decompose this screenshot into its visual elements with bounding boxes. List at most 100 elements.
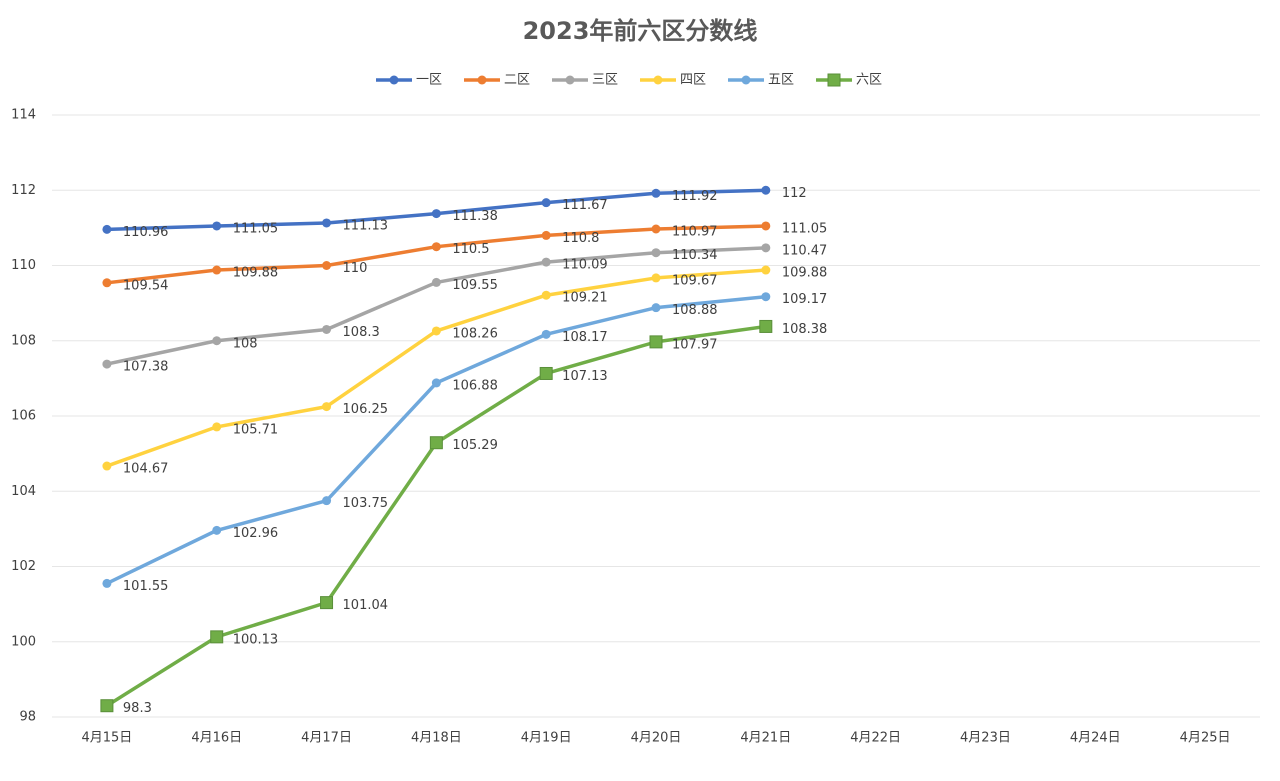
data-point bbox=[541, 198, 551, 208]
x-tick-label: 4月22日 bbox=[850, 731, 901, 746]
data-label: 110 bbox=[343, 261, 368, 276]
x-tick-label: 4月21日 bbox=[740, 731, 791, 746]
y-tick-label: 112 bbox=[11, 183, 36, 198]
y-tick-label: 106 bbox=[11, 409, 36, 424]
x-tick-label: 4月25日 bbox=[1180, 731, 1231, 746]
data-label: 112 bbox=[782, 186, 807, 201]
data-label: 107.38 bbox=[123, 360, 169, 375]
data-point bbox=[761, 265, 771, 275]
data-label: 108.26 bbox=[452, 326, 498, 341]
x-tick-label: 4月18日 bbox=[411, 731, 462, 746]
y-tick-label: 100 bbox=[11, 634, 36, 649]
data-point bbox=[102, 359, 112, 369]
data-point bbox=[653, 75, 663, 85]
data-label: 108.38 bbox=[782, 322, 828, 337]
data-point bbox=[651, 224, 661, 234]
data-label: 110.97 bbox=[672, 225, 718, 240]
y-tick-label: 114 bbox=[11, 108, 36, 123]
data-point bbox=[102, 278, 112, 288]
data-label: 111.92 bbox=[672, 189, 718, 204]
legend-label: 四区 bbox=[680, 73, 706, 88]
data-label: 111.67 bbox=[562, 198, 608, 213]
data-point bbox=[212, 221, 222, 231]
data-label: 111.05 bbox=[233, 221, 279, 236]
data-point bbox=[431, 277, 441, 287]
data-label: 111.05 bbox=[782, 221, 828, 236]
data-point bbox=[651, 188, 661, 198]
x-tick-label: 4月17日 bbox=[301, 731, 352, 746]
data-point bbox=[541, 290, 551, 300]
data-label: 102.96 bbox=[233, 526, 279, 541]
data-point bbox=[210, 630, 224, 644]
chart-title: 2023年前六区分数线 bbox=[523, 17, 758, 45]
data-label: 98.3 bbox=[123, 701, 152, 716]
x-tick-label: 4月19日 bbox=[521, 731, 572, 746]
data-point bbox=[651, 273, 661, 283]
y-tick-label: 104 bbox=[11, 484, 36, 499]
x-tick-label: 4月23日 bbox=[960, 731, 1011, 746]
legend-label: 一区 bbox=[416, 73, 442, 88]
data-label: 100.13 bbox=[233, 632, 279, 647]
data-label: 107.13 bbox=[562, 369, 608, 384]
legend-label: 三区 bbox=[592, 73, 618, 88]
data-point bbox=[431, 209, 441, 219]
data-point bbox=[212, 336, 222, 346]
data-label: 106.25 bbox=[343, 402, 389, 417]
data-label: 101.55 bbox=[123, 579, 169, 594]
data-point bbox=[429, 436, 443, 450]
data-point bbox=[541, 329, 551, 339]
data-label: 109.88 bbox=[233, 266, 279, 281]
data-point bbox=[322, 496, 332, 506]
data-label: 110.8 bbox=[562, 231, 599, 246]
data-point bbox=[649, 335, 663, 349]
data-point bbox=[322, 261, 332, 270]
data-point bbox=[102, 461, 112, 471]
x-tick-label: 4月20日 bbox=[631, 731, 682, 746]
data-label: 111.38 bbox=[452, 209, 498, 224]
data-point bbox=[827, 73, 841, 87]
data-label: 108.3 bbox=[343, 325, 380, 340]
data-point bbox=[322, 324, 332, 334]
data-point bbox=[541, 257, 551, 267]
data-point bbox=[565, 75, 575, 85]
data-point bbox=[431, 326, 441, 336]
data-label: 109.55 bbox=[452, 278, 498, 293]
data-label: 110.09 bbox=[562, 258, 608, 273]
data-point bbox=[477, 75, 487, 85]
x-tick-label: 4月24日 bbox=[1070, 731, 1121, 746]
x-tick-label: 4月15日 bbox=[81, 731, 132, 746]
data-label: 107.97 bbox=[672, 337, 718, 352]
data-label: 105.71 bbox=[233, 422, 279, 437]
data-point bbox=[212, 422, 222, 432]
data-label: 108.17 bbox=[562, 330, 608, 345]
y-tick-label: 98 bbox=[19, 710, 36, 725]
data-label: 111.13 bbox=[343, 218, 389, 233]
data-label: 108.88 bbox=[672, 303, 718, 318]
data-point bbox=[761, 185, 771, 195]
legend-label: 二区 bbox=[504, 73, 530, 88]
data-label: 109.21 bbox=[562, 291, 608, 306]
data-label: 105.29 bbox=[452, 438, 498, 453]
data-point bbox=[761, 221, 771, 231]
data-point bbox=[212, 265, 222, 275]
data-point bbox=[102, 578, 112, 588]
data-point bbox=[761, 292, 771, 302]
data-label: 106.88 bbox=[452, 378, 498, 393]
series-line bbox=[106, 224, 766, 285]
data-label: 109.88 bbox=[782, 266, 828, 281]
data-label: 109.54 bbox=[123, 278, 169, 293]
data-label: 110.47 bbox=[782, 243, 828, 258]
data-point bbox=[539, 366, 553, 380]
y-tick-label: 108 bbox=[11, 333, 36, 348]
data-label: 110.34 bbox=[672, 248, 718, 263]
data-point bbox=[759, 319, 773, 333]
data-label: 104.67 bbox=[123, 462, 169, 477]
data-point bbox=[741, 75, 751, 85]
data-label: 103.75 bbox=[343, 496, 389, 511]
x-tick-label: 4月16日 bbox=[191, 731, 242, 746]
data-label: 108 bbox=[233, 336, 258, 351]
data-label: 110.96 bbox=[123, 225, 169, 240]
data-point bbox=[431, 378, 441, 388]
data-point bbox=[651, 248, 661, 258]
